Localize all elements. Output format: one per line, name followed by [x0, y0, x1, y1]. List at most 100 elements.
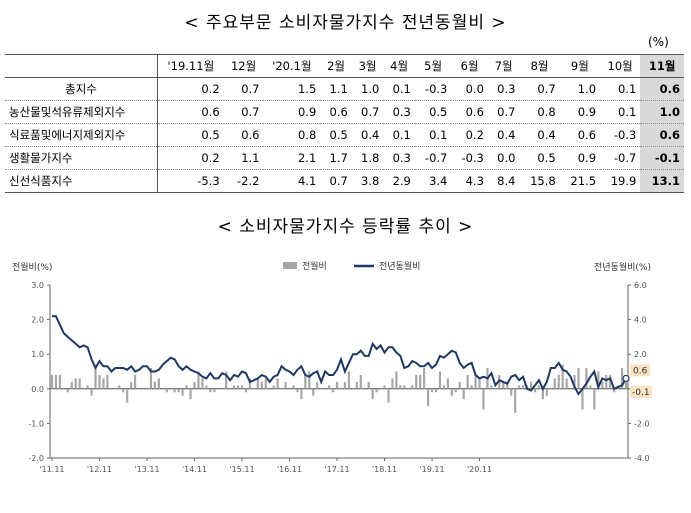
table-cell: 2.1 [263, 146, 321, 170]
bar-mom [324, 388, 327, 390]
bar-mom [403, 385, 406, 389]
bar-mom [165, 388, 168, 393]
bar-mom [312, 388, 315, 396]
bar-mom [557, 374, 560, 389]
table-cell: 8.4 [487, 169, 520, 193]
bar-mom [355, 381, 358, 389]
bar-mom [149, 368, 153, 389]
bar-mom [177, 388, 180, 393]
bar-mom [185, 385, 188, 389]
bar-mom [589, 385, 592, 389]
bar-mom [296, 388, 299, 393]
table-cell: 0.7 [487, 100, 520, 124]
table-cell: 0.9 [559, 146, 601, 170]
annotation-mom: -0.1 [632, 388, 650, 398]
bar-mom [173, 388, 176, 393]
bar-mom [308, 371, 311, 389]
bar-mom [205, 385, 208, 389]
bar-mom [264, 378, 267, 389]
table-cell: 21.5 [559, 169, 601, 193]
bar-mom [304, 374, 307, 389]
table-cell: 0.8 [519, 100, 560, 124]
y-tick-label-right: 6.0 [634, 281, 647, 290]
bar-mom [454, 388, 457, 393]
bar-mom [272, 385, 275, 389]
y-axis-label-left: 전월비(%) [12, 261, 52, 273]
table-cell: 1.8 [351, 146, 384, 170]
bar-mom [522, 385, 525, 389]
annotation-bg-yoy [630, 364, 651, 377]
table-cell: 4.1 [263, 169, 321, 193]
bar-mom [288, 388, 291, 390]
bar-mom [458, 381, 461, 389]
table-row: 신선식품지수 -5.3 -2.2 4.1 0.7 3.8 2.9 3.4 4.3 8.4 15.8 2… [5, 169, 684, 193]
table-cell-current: 0.6 [640, 77, 684, 101]
bar-mom [502, 381, 505, 389]
table-cell: 0.7 [320, 169, 352, 193]
col-header: 10월 [600, 54, 641, 78]
bar-mom [316, 381, 319, 389]
bar-mom [446, 378, 449, 389]
col-header: 9월 [559, 54, 601, 78]
x-tick-label: '11.11 [39, 465, 64, 474]
table-cell: 0.1 [414, 123, 452, 147]
table-cell: 1.1 [223, 146, 264, 170]
bar-mom [379, 388, 382, 390]
col-header-current: 11월 [640, 54, 684, 78]
annotation-yoy: 0.6 [633, 366, 648, 376]
table-cell-current: 0.6 [640, 123, 684, 147]
table-cell: 0.6 [320, 100, 352, 124]
y-tick-label-right: 4.0 [634, 316, 647, 325]
table-cell: 0.4 [351, 123, 384, 147]
bar-mom [137, 388, 141, 390]
bar-mom [565, 378, 568, 389]
y-tick-label-right: -4.0 [634, 454, 650, 463]
bar-mom [426, 388, 430, 407]
bar-mom [415, 374, 418, 389]
row-label: 총지수 [5, 77, 158, 101]
bar-mom [387, 388, 390, 403]
bar-mom [601, 381, 604, 389]
bar-mom [217, 388, 220, 390]
bar-mom [351, 388, 354, 390]
bar-mom [292, 385, 295, 389]
bar-mom [335, 381, 339, 389]
table-cell: 1.0 [351, 77, 384, 101]
bar-mom [78, 378, 81, 389]
bar-mom [609, 374, 612, 389]
table-cell: 1.1 [320, 77, 352, 101]
bar-mom [161, 388, 164, 390]
table-cell: -2.2 [223, 169, 264, 193]
table-cell: 0.2 [451, 123, 488, 147]
bar-mom [613, 388, 616, 393]
bar-mom [343, 381, 347, 389]
bar-mom [537, 385, 541, 389]
bar-mom [197, 371, 200, 389]
bar-mom [244, 388, 248, 393]
table-cell: 0.1 [600, 77, 641, 101]
bar-mom [624, 381, 628, 389]
bar-mom [395, 371, 398, 389]
bar-mom [276, 378, 279, 389]
table-cell: 0.0 [487, 146, 520, 170]
table-cell: 0.2 [157, 77, 224, 101]
table-cell: 0.1 [383, 77, 415, 101]
bar-mom [529, 381, 533, 389]
table-cell: 0.6 [223, 123, 264, 147]
col-header: 2월 [320, 54, 352, 78]
legend-label-line: 전년동월비 [379, 260, 420, 272]
bar-mom [236, 385, 240, 389]
bar-mom [82, 388, 85, 390]
bar-mom [201, 378, 204, 389]
bar-mom [193, 381, 196, 389]
bar-mom [391, 378, 394, 389]
bar-mom [118, 385, 121, 389]
bar-mom [221, 388, 224, 390]
bar-mom [70, 381, 73, 389]
table-cell: 0.3 [383, 146, 415, 170]
x-tick-label: '13.11 [134, 465, 159, 474]
bar-mom [506, 381, 509, 389]
bar-mom [62, 388, 65, 390]
x-tick-label: '15.11 [229, 465, 254, 474]
bar-mom [430, 388, 434, 393]
